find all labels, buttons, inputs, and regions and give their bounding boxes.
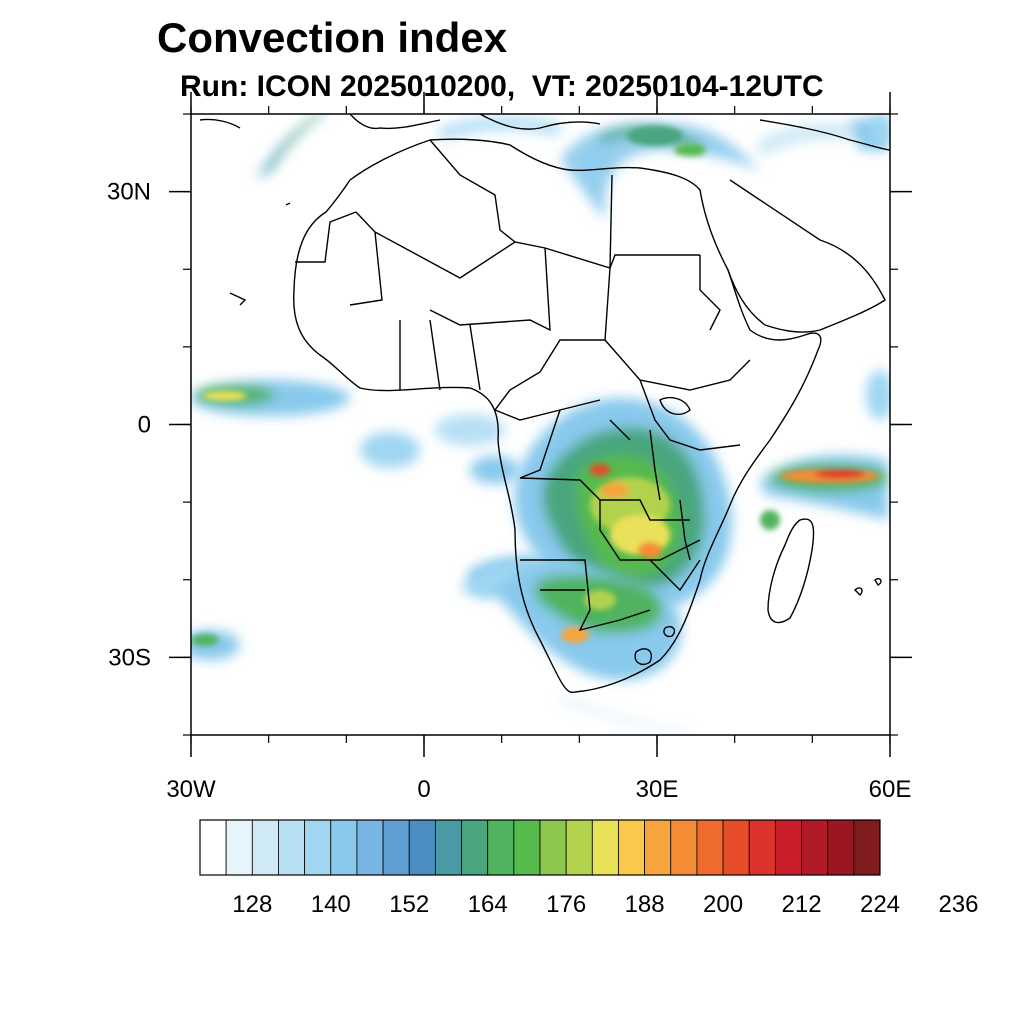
colorbar-swatch	[434, 819, 462, 876]
y-tick-label: 30N	[107, 179, 151, 206]
colorbar-swatch	[618, 819, 646, 876]
colorbar-label: 200	[703, 891, 743, 918]
colorbar-label: 152	[389, 891, 429, 918]
y-tick-label: 0	[138, 412, 151, 439]
colorbar-swatch	[199, 819, 227, 876]
colorbar-swatch	[356, 819, 384, 876]
y-tick-label: 30S	[108, 644, 151, 671]
x-tick-label: 30E	[636, 776, 679, 803]
colorbar-label: 164	[468, 891, 508, 918]
colorbar-swatch	[278, 819, 306, 876]
map-axes: 30W 0 30E 60E 30N 0 30S	[107, 92, 912, 803]
colorbar-swatch	[748, 819, 776, 876]
colorbar-swatch	[330, 819, 358, 876]
colorbar-swatch	[513, 819, 541, 876]
colorbar-swatch	[461, 819, 489, 876]
colorbar-label: 176	[546, 891, 586, 918]
convection-field	[191, 114, 890, 735]
colorbar-swatch	[591, 819, 619, 876]
x-tick-label: 30W	[166, 776, 216, 803]
map-title: Convection index	[157, 14, 508, 61]
colorbar-frame	[199, 819, 881, 876]
colorbar-swatch	[827, 819, 855, 876]
colorbar: 128 140 152 164 176 188 200 212 224 236	[199, 819, 978, 918]
coastlines	[199, 114, 890, 694]
colorbar-label: 236	[938, 891, 978, 918]
colorbar-label: 188	[625, 891, 665, 918]
colorbar-swatch	[644, 819, 672, 876]
colorbar-swatch	[670, 819, 698, 876]
colorbar-swatch	[696, 819, 724, 876]
colorbar-label: 140	[311, 891, 351, 918]
x-tick-label: 60E	[869, 776, 912, 803]
colorbar-label: 128	[232, 891, 272, 918]
colorbar-swatch	[801, 819, 829, 876]
colorbar-label: 212	[782, 891, 822, 918]
colorbar-swatch	[722, 819, 750, 876]
colorbar-swatch	[382, 819, 410, 876]
colorbar-swatch	[853, 819, 881, 876]
colorbar-swatch	[565, 819, 593, 876]
colorbar-swatch	[408, 819, 436, 876]
colorbar-swatch	[539, 819, 567, 876]
colorbar-label: 224	[860, 891, 900, 918]
map-subtitle: Run: ICON 2025010200, VT: 20250104-12UTC	[180, 70, 824, 103]
colorbar-swatch	[251, 819, 279, 876]
x-tick-label: 0	[417, 776, 430, 803]
colorbar-swatch	[225, 819, 253, 876]
colorbar-swatch	[774, 819, 802, 876]
colorbar-swatch	[487, 819, 515, 876]
colorbar-swatch	[304, 819, 332, 876]
